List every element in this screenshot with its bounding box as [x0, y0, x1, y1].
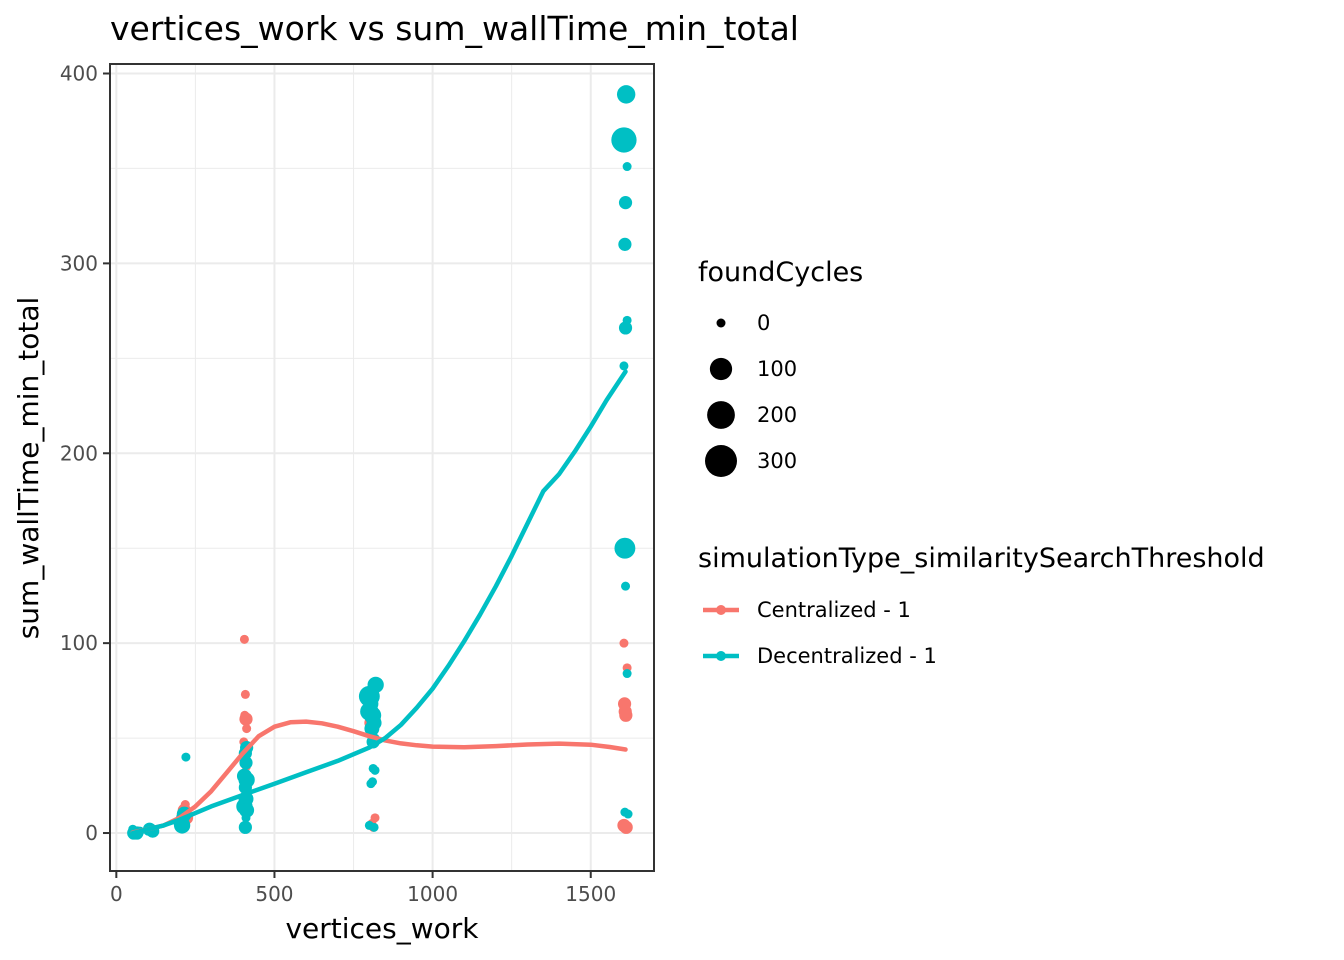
data-point — [614, 537, 636, 559]
size-legend-key — [707, 401, 735, 429]
data-point — [621, 581, 631, 591]
data-point — [619, 361, 629, 371]
data-point — [239, 824, 249, 834]
data-point — [241, 813, 251, 823]
size-legend-key — [709, 357, 733, 381]
data-point — [619, 638, 629, 648]
data-point — [367, 676, 384, 694]
data-point — [240, 689, 250, 699]
y-tick-label: 100 — [60, 631, 98, 655]
data-point — [618, 237, 632, 251]
data-point — [368, 777, 378, 787]
data-point — [181, 752, 191, 762]
size-legend-label: 100 — [757, 357, 797, 381]
smooth-line — [130, 369, 628, 836]
data-point — [616, 85, 636, 104]
y-axis-title: sum_wallTime_min_total — [12, 297, 45, 640]
y-tick-label: 0 — [85, 821, 98, 845]
size-legend: foundCycles 0 100 200 300 — [698, 257, 863, 477]
plot-border — [109, 63, 655, 872]
data-point — [618, 196, 633, 210]
data-point — [622, 669, 632, 679]
plot-panel — [109, 63, 655, 872]
size-legend-label: 300 — [757, 449, 797, 473]
grid-minor — [110, 64, 654, 871]
x-axis-title: vertices_work — [285, 912, 479, 945]
color-legend: simulationType_similaritySearchThreshold… — [698, 543, 1265, 668]
y-tick-label: 300 — [60, 251, 98, 275]
color-legend-label: Centralized - 1 — [757, 598, 911, 622]
color-legend-key — [716, 605, 726, 615]
x-axis-ticks: 0 500 1000 1500 — [110, 871, 616, 906]
data-point — [619, 820, 633, 834]
size-legend-title: foundCycles — [698, 257, 863, 288]
data-point — [370, 813, 380, 823]
size-legend-key — [716, 318, 726, 328]
smooth-lines — [130, 369, 628, 836]
x-tick-label: 1500 — [565, 882, 616, 906]
data-point — [622, 162, 632, 172]
data-point — [611, 127, 637, 153]
data-point — [618, 704, 632, 719]
size-legend-keys: 0 100 200 300 — [705, 311, 797, 477]
data-point — [370, 765, 380, 775]
color-legend-keys: Centralized - 1 Decentralized - 1 — [703, 598, 937, 668]
x-tick-label: 500 — [255, 882, 293, 906]
data-point — [242, 724, 252, 734]
y-axis-ticks: 0 100 200 300 400 — [60, 61, 110, 845]
y-tick-label: 200 — [60, 441, 98, 465]
data-point — [360, 702, 379, 721]
data-point — [369, 822, 379, 832]
y-tick-label: 400 — [60, 61, 98, 85]
data-point — [239, 712, 253, 726]
data-point — [623, 809, 633, 819]
x-tick-label: 1000 — [407, 882, 458, 906]
color-legend-key — [716, 651, 726, 661]
data-point — [618, 321, 633, 335]
color-legend-title: simulationType_similaritySearchThreshold — [698, 543, 1265, 574]
data-point — [239, 634, 249, 644]
data-point — [364, 721, 380, 737]
grid-major — [110, 64, 654, 871]
x-tick-label: 0 — [110, 882, 123, 906]
smooth-line — [130, 719, 628, 835]
data-point — [239, 802, 255, 818]
size-legend-label: 0 — [757, 311, 770, 335]
chart-title: vertices_work vs sum_wallTime_min_total — [110, 9, 799, 48]
color-legend-label: Decentralized - 1 — [757, 644, 937, 668]
size-legend-label: 200 — [757, 403, 797, 427]
plot-background — [110, 64, 654, 871]
size-legend-key — [705, 445, 737, 477]
data-point — [239, 756, 253, 770]
